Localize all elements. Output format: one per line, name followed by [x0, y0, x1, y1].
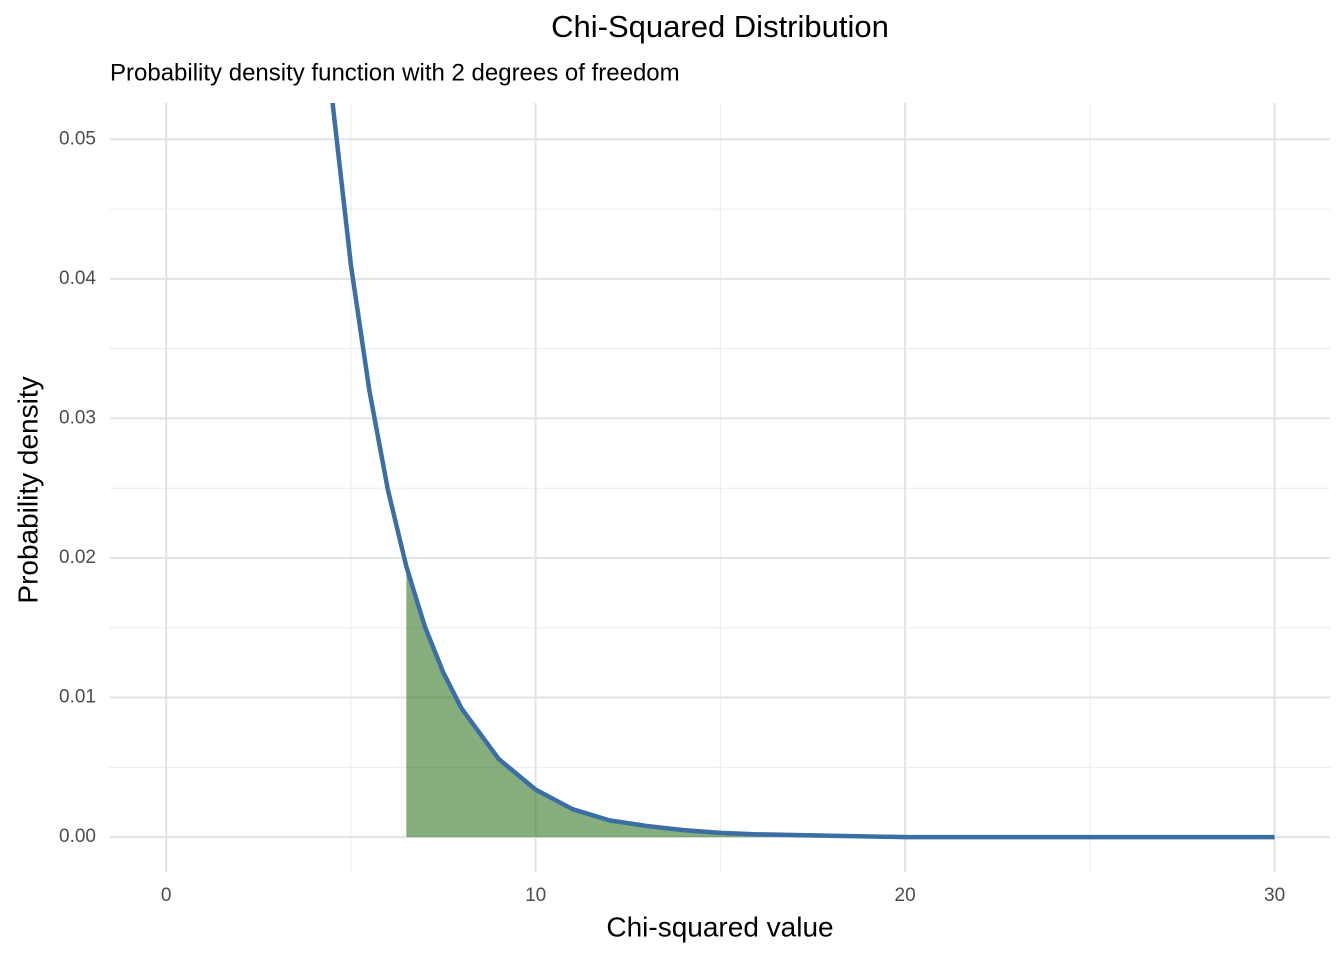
x-tick-label: 10	[525, 885, 546, 906]
x-tick-label: 0	[161, 885, 172, 906]
y-tick-label: 0.05	[59, 128, 96, 149]
y-tick-label: 0.04	[59, 268, 96, 289]
density-line	[330, 103, 1275, 840]
plot-area	[330, 103, 1275, 840]
y-tick-label: 0.02	[59, 547, 96, 568]
x-axis-title: Chi-squared value	[606, 911, 833, 942]
y-axis-title: Probability density	[12, 376, 43, 603]
y-tick-label: 0.03	[59, 407, 96, 428]
y-tick-label: 0.00	[59, 826, 96, 847]
grid	[110, 103, 1330, 872]
x-tick-label: 30	[1264, 885, 1285, 906]
shaded-area	[406, 566, 1275, 838]
chart-subtitle: Probability density function with 2 degr…	[110, 59, 680, 86]
y-tick-label: 0.01	[59, 687, 96, 708]
x-tick-label: 20	[895, 885, 916, 906]
chart-title: Chi-Squared Distribution	[551, 9, 889, 44]
